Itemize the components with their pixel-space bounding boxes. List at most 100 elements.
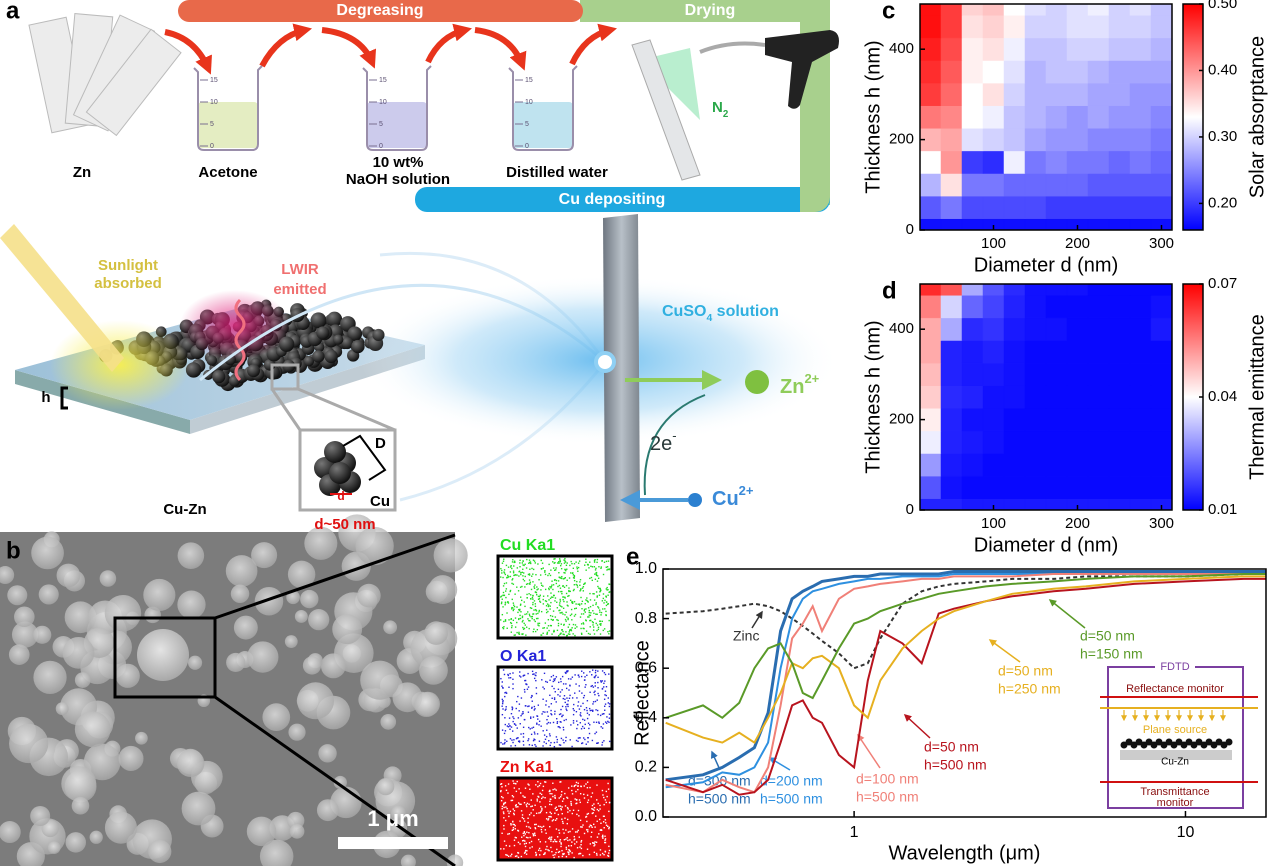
heatmap-cell — [1108, 150, 1131, 174]
map-dot — [523, 818, 525, 820]
x-tick-label: 200 — [1065, 235, 1090, 252]
heatmap-cell — [1108, 283, 1131, 296]
map-dot — [592, 624, 594, 626]
map-dot — [515, 707, 517, 710]
sem-particle — [33, 660, 67, 695]
map-dot — [549, 792, 551, 795]
map-dot — [539, 854, 541, 856]
map-dot — [571, 562, 573, 565]
map-dot — [607, 697, 610, 699]
annotation: D — [375, 435, 386, 452]
curve-label: h=500 nm — [856, 789, 919, 805]
map-dot — [515, 806, 517, 808]
map-dot — [550, 703, 553, 705]
heatmap-cell — [1045, 82, 1068, 106]
sem-particle — [419, 655, 448, 685]
colorbar-tick-label: 0.01 — [1208, 501, 1237, 518]
sem-particle — [104, 594, 142, 632]
map-dot — [585, 815, 588, 818]
map-dot — [594, 569, 597, 571]
map-dot — [525, 849, 527, 852]
heatmap-cell — [1024, 408, 1047, 432]
colorbar-tick-label: 0.30 — [1208, 128, 1237, 145]
map-dot — [593, 803, 595, 805]
slide — [631, 39, 701, 181]
gas-label: N2 — [712, 99, 729, 120]
sem-particle — [316, 799, 339, 822]
map-dot — [563, 559, 565, 561]
heatmap-cell — [1129, 498, 1152, 511]
map-dot — [549, 789, 551, 792]
sem-particle — [289, 823, 305, 839]
map-dot — [530, 588, 533, 591]
map-dot — [558, 572, 560, 574]
heatmap-cell — [919, 173, 942, 197]
map-dot — [552, 594, 555, 597]
map-dot — [596, 624, 599, 626]
map-dot — [553, 698, 556, 701]
heatmap-cell — [940, 150, 963, 174]
map-dot — [565, 838, 567, 840]
map-dot — [544, 852, 546, 854]
sem-particle — [286, 590, 300, 605]
heatmap-cell — [940, 218, 963, 231]
heatmap-cell — [940, 82, 963, 106]
map-dot — [552, 854, 554, 856]
map-dot — [608, 740, 611, 743]
map-dot — [582, 824, 584, 826]
map-dot — [502, 700, 504, 702]
heatmap-cell — [1045, 173, 1068, 197]
map-dot — [554, 558, 556, 560]
heatmap-cell — [1066, 408, 1089, 432]
sem-particle — [390, 805, 406, 821]
annotation: Cu2+ — [712, 483, 754, 510]
map-dot — [574, 627, 576, 629]
heatmap-cell — [961, 150, 984, 174]
map-dot — [512, 687, 514, 690]
map-dot — [510, 566, 512, 568]
map-dot — [583, 583, 585, 586]
map-dot — [604, 703, 607, 705]
map-dot — [577, 788, 579, 791]
map-dot — [514, 561, 516, 563]
map-dot — [524, 586, 526, 588]
map-dot — [514, 855, 517, 858]
heatmap-cell — [940, 453, 963, 477]
map-dot — [506, 807, 508, 810]
heatmap-cell — [1066, 105, 1089, 129]
heatmap-cell — [1108, 173, 1131, 197]
map-dot — [554, 710, 556, 713]
map-dot — [560, 845, 562, 848]
map-dot — [563, 741, 565, 744]
map-dot — [519, 723, 521, 725]
map-dot — [542, 730, 544, 732]
heatmap-cell — [961, 317, 984, 341]
map-dot — [530, 607, 533, 610]
map-dot — [580, 844, 582, 846]
map-dot — [557, 813, 560, 816]
map-dot — [554, 812, 556, 814]
map-dot — [501, 702, 504, 705]
map-dot — [581, 608, 583, 610]
curve-label: d=200 nm — [760, 773, 823, 789]
map-dot — [562, 596, 564, 598]
sem-particle — [137, 629, 189, 681]
map-dot — [567, 831, 570, 833]
map-dot — [550, 838, 553, 840]
map-dot — [589, 691, 591, 693]
map-dot — [542, 598, 544, 601]
arrow — [321, 27, 377, 69]
map-dot — [567, 851, 569, 853]
map-dot — [512, 578, 514, 580]
map-dot — [582, 627, 584, 630]
map-dot — [606, 603, 609, 605]
heatmap-cell — [1129, 453, 1152, 477]
map-dot — [513, 823, 516, 826]
map-dot — [546, 627, 548, 629]
map-dot — [594, 841, 596, 843]
map-dot — [587, 741, 589, 743]
map-dot — [604, 835, 606, 837]
map-dot — [599, 829, 602, 831]
map-dot — [576, 813, 578, 816]
map-dot — [589, 626, 591, 628]
